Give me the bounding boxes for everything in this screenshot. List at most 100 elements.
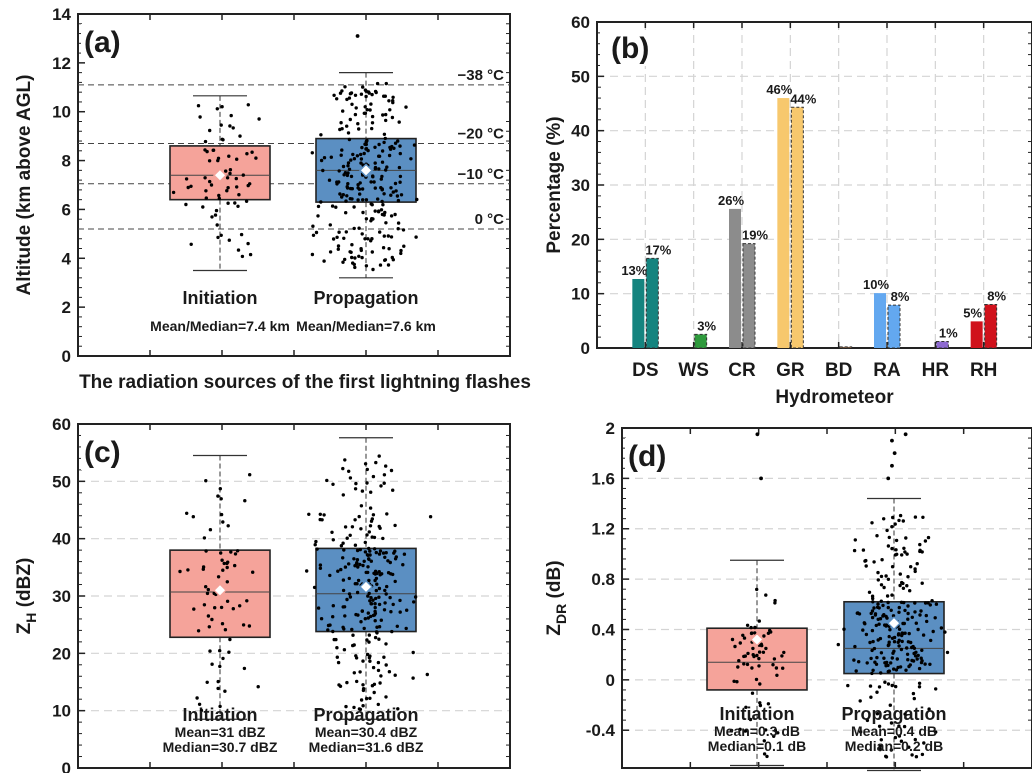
data-point: [203, 176, 207, 180]
data-point: [171, 190, 176, 195]
data-point: [225, 565, 229, 570]
data-point: [887, 535, 891, 540]
data-point: [354, 654, 358, 658]
data-point: [221, 520, 225, 524]
y-tick-label: 12: [52, 54, 71, 73]
data-point: [204, 549, 208, 553]
data-point: [398, 598, 402, 603]
data-point: [311, 233, 316, 237]
data-point: [378, 549, 383, 553]
data-point: [398, 151, 402, 156]
data-point: [196, 629, 201, 633]
data-point: [857, 660, 861, 664]
data-point: [869, 695, 873, 699]
data-point: [890, 565, 895, 569]
data-point: [364, 264, 369, 268]
data-point: [201, 205, 205, 209]
data-point: [879, 651, 884, 655]
data-point: [755, 587, 759, 592]
data-point: [377, 552, 382, 556]
data-point: [885, 594, 890, 598]
data-point: [360, 187, 365, 191]
data-point: [892, 640, 897, 644]
data-point: [373, 602, 377, 606]
y-tick-label: 0: [62, 759, 71, 773]
data-point: [369, 559, 373, 563]
data-point: [321, 168, 325, 173]
y-tick-label: -0.4: [586, 721, 616, 740]
data-point: [359, 527, 363, 531]
bar-ds-propagation: [645, 257, 659, 349]
data-point: [353, 518, 357, 522]
data-point: [382, 655, 386, 659]
data-point: [369, 614, 373, 619]
data-point: [217, 193, 221, 198]
data-point: [381, 113, 385, 117]
data-point: [919, 609, 923, 613]
data-point: [334, 637, 338, 642]
temperature-label: −10 °C: [458, 166, 505, 183]
data-point: [886, 682, 891, 686]
panel-tag-bg: [81, 434, 143, 470]
data-point: [736, 665, 740, 669]
data-point: [897, 610, 901, 614]
data-point: [340, 148, 344, 152]
data-point: [383, 555, 387, 559]
data-point: [382, 94, 386, 98]
bar-value-label: 26%: [718, 193, 744, 208]
data-point: [920, 659, 924, 663]
data-point: [228, 171, 232, 176]
data-point: [189, 242, 193, 246]
mean-marker: [750, 632, 764, 647]
data-point: [246, 103, 250, 107]
data-point: [345, 680, 349, 685]
data-point: [358, 192, 362, 196]
data-point: [366, 565, 370, 569]
data-point: [878, 744, 882, 749]
data-point: [870, 628, 875, 633]
data-point: [339, 567, 343, 572]
data-point: [396, 707, 400, 711]
data-point: [382, 192, 386, 196]
data-point: [357, 707, 362, 711]
data-point: [894, 668, 899, 672]
data-point: [204, 585, 208, 589]
y-tick-label: 4: [62, 249, 72, 268]
bar-gr-propagation: [790, 106, 804, 349]
data-point: [755, 653, 759, 658]
data-point: [758, 701, 762, 705]
data-point: [374, 630, 379, 634]
plot-frame: [621, 427, 1032, 769]
data-point: [361, 683, 365, 687]
x-tick-label-ds: DS: [632, 360, 658, 381]
data-point: [373, 186, 377, 190]
data-point: [902, 724, 907, 729]
bar-value-label: 1%: [939, 325, 958, 340]
panel-tag: (c): [84, 436, 121, 469]
data-point: [184, 202, 188, 207]
data-point: [355, 561, 359, 565]
data-point: [762, 634, 766, 638]
group-name-initiation: Initiation: [183, 705, 258, 725]
data-point: [899, 739, 904, 743]
data-point: [373, 145, 377, 149]
data-point: [375, 81, 380, 86]
data-point: [393, 212, 397, 217]
data-point: [356, 578, 361, 583]
data-point: [225, 189, 229, 193]
data-point: [836, 642, 840, 647]
data-point: [906, 604, 910, 608]
data-point: [369, 202, 373, 206]
data-point: [379, 484, 383, 488]
data-point: [226, 201, 230, 205]
bar-value-label: 19%: [742, 228, 768, 243]
data-point: [362, 559, 366, 563]
data-point: [918, 542, 922, 547]
data-point: [352, 205, 356, 209]
bar-value-label: 17%: [645, 242, 671, 257]
data-point: [218, 649, 222, 653]
data-point: [764, 593, 768, 597]
data-point: [388, 108, 392, 112]
data-point: [923, 662, 927, 666]
